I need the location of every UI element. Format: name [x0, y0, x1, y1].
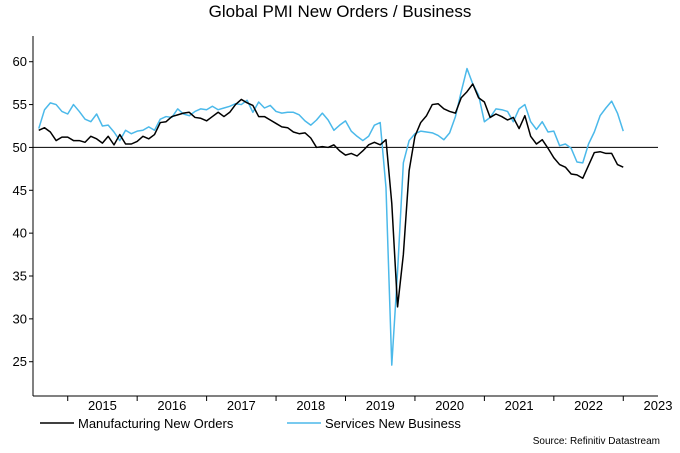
x-tick-label: 2021 [505, 398, 534, 413]
x-tick-label: 2018 [296, 398, 325, 413]
y-axis-ticks: 25 30 35 40 45 50 55 60 [13, 54, 33, 369]
series-line-services [38, 67, 624, 366]
x-tick-label: 2017 [227, 398, 256, 413]
series-lines [38, 67, 624, 366]
y-tick-label: 30 [13, 311, 27, 326]
plot-frame [32, 36, 658, 397]
y-tick-label: 35 [13, 269, 27, 284]
x-tick-label: 2022 [574, 398, 603, 413]
source-note: Source: Refinitiv Datastream [533, 436, 660, 447]
x-tick-label: 2019 [366, 398, 395, 413]
y-tick-label: 60 [13, 54, 27, 69]
x-tick-label: 2020 [435, 398, 464, 413]
y-tick-label: 55 [13, 97, 27, 112]
x-tick-label: 2016 [157, 398, 186, 413]
x-axis-ticks: 2015 2016 2017 2018 2019 2020 2021 2022 2023 [67, 396, 673, 413]
y-tick-label: 40 [13, 226, 27, 241]
legend-label-manufacturing: Manufacturing New Orders [78, 416, 234, 431]
x-tick-label: 2015 [88, 398, 117, 413]
legend: Manufacturing New Orders Services New Bu… [40, 416, 461, 431]
legend-label-services: Services New Business [325, 416, 461, 431]
y-tick-label: 50 [13, 140, 27, 155]
x-tick-label: 2023 [644, 398, 673, 413]
chart-title: Global PMI New Orders / Business [209, 2, 472, 21]
series-line-manufacturing [38, 83, 624, 308]
y-tick-label: 45 [13, 183, 27, 198]
y-tick-label: 25 [13, 354, 27, 369]
